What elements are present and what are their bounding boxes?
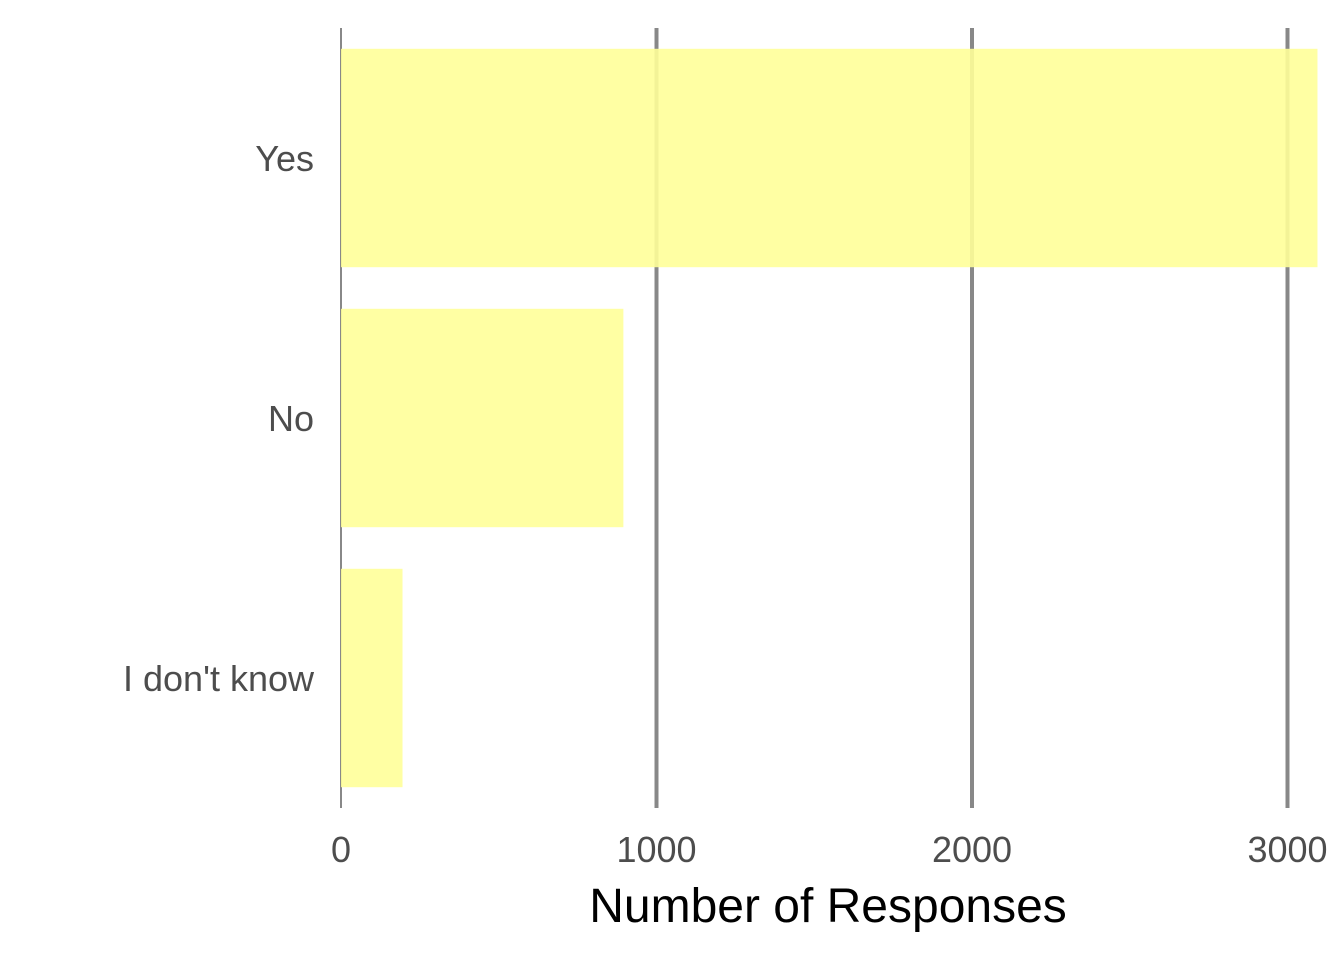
x-tick-label: 2000 <box>932 829 1012 870</box>
bar-i-don-t-know <box>341 568 403 788</box>
x-tick-label: 0 <box>331 829 351 870</box>
x-tick-label: 1000 <box>616 829 696 870</box>
category-label: No <box>268 398 314 439</box>
category-label: Yes <box>255 138 314 179</box>
x-tick-labels: 0 1000 2000 3000 <box>331 829 1328 870</box>
x-axis-title: Number of Responses <box>589 880 1067 933</box>
category-labels: Yes No I don't know <box>123 138 315 699</box>
bar-no <box>341 308 624 528</box>
x-tick-label: 3000 <box>1247 829 1327 870</box>
bar-yes <box>341 48 1318 268</box>
bars <box>341 48 1318 788</box>
category-label: I don't know <box>123 658 315 699</box>
